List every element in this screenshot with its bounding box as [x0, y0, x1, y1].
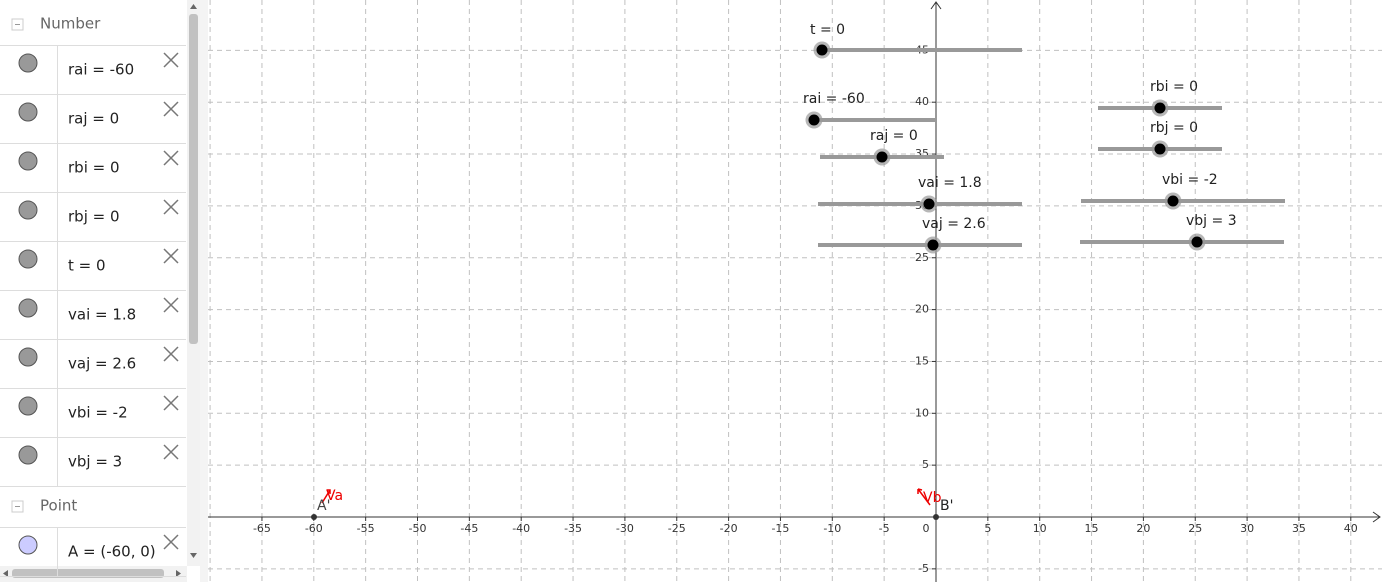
delete-button[interactable] — [163, 346, 179, 362]
x-tick-label: -50 — [409, 522, 427, 535]
collapse-button[interactable] — [11, 500, 24, 513]
x-tick-label: -5 — [879, 522, 890, 535]
delete-button[interactable] — [163, 199, 179, 215]
slider-label: vai = 1.8 — [918, 175, 982, 191]
algebra-item[interactable]: rai = -60 — [68, 61, 134, 79]
visibility-toggle[interactable] — [18, 396, 38, 416]
x-tick-label: -35 — [564, 522, 582, 535]
slider-label: raj = 0 — [870, 128, 918, 144]
delete-button[interactable] — [163, 248, 179, 264]
delete-button[interactable] — [163, 150, 179, 166]
x-tick-label: 15 — [1085, 522, 1099, 535]
algebra-item[interactable]: A = (-60, 0) — [68, 543, 156, 561]
x-tick-label: 30 — [1240, 522, 1254, 535]
x-tick-label: -40 — [512, 522, 530, 535]
delete-button[interactable] — [163, 444, 179, 460]
group-title[interactable]: Number — [40, 15, 101, 33]
point[interactable] — [311, 514, 317, 520]
delete-button[interactable] — [163, 534, 179, 550]
x-tick-label: 40 — [1344, 522, 1358, 535]
visibility-toggle[interactable] — [18, 535, 38, 555]
y-tick-label: 20 — [915, 303, 929, 316]
delete-button[interactable] — [163, 297, 179, 313]
x-tick-label: -45 — [460, 522, 478, 535]
x-tick-label: -60 — [305, 522, 323, 535]
y-tick-label: -5 — [918, 562, 929, 575]
h-scroll-thumb[interactable] — [12, 569, 164, 578]
visibility-toggle[interactable] — [18, 298, 38, 318]
vector-label: Vb — [923, 490, 942, 506]
y-axis-arrow — [930, 1, 942, 10]
delete-button[interactable] — [163, 395, 179, 411]
visibility-toggle[interactable] — [18, 53, 38, 73]
vector-label: Va — [326, 488, 343, 504]
algebra-item[interactable]: rbi = 0 — [68, 159, 120, 177]
slider-knob[interactable] — [927, 239, 939, 251]
x-tick-label: 25 — [1188, 522, 1202, 535]
point-label: B' — [940, 498, 953, 514]
x-tick-label: 5 — [984, 522, 991, 535]
x-tick-label: -25 — [668, 522, 686, 535]
x-tick-label: -20 — [720, 522, 738, 535]
slider-label: rbi = 0 — [1150, 79, 1198, 95]
algebra-item[interactable]: t = 0 — [68, 257, 106, 275]
x-tick-label: 0 — [923, 522, 930, 535]
slider-label: rai = -60 — [803, 91, 865, 107]
divider — [200, 0, 208, 582]
slider-knob[interactable] — [1154, 143, 1166, 155]
x-tick-label: 35 — [1292, 522, 1306, 535]
x-axis-arrow — [1372, 511, 1381, 523]
x-tick-label: -55 — [357, 522, 375, 535]
y-tick-label: 25 — [915, 251, 929, 264]
x-tick-label: -30 — [616, 522, 634, 535]
algebra-item[interactable]: raj = 0 — [68, 110, 119, 128]
slider-label: vbj = 3 — [1186, 213, 1237, 229]
delete-button[interactable] — [163, 101, 179, 117]
visibility-toggle[interactable] — [18, 445, 38, 465]
y-tick-label: 15 — [915, 354, 929, 367]
slider-knob[interactable] — [808, 114, 820, 126]
y-tick-label: 5 — [922, 458, 929, 471]
visibility-toggle[interactable] — [18, 102, 38, 122]
algebra-item[interactable]: vbj = 3 — [68, 453, 122, 471]
x-tick-label: -10 — [823, 522, 841, 535]
algebra-item[interactable]: vai = 1.8 — [68, 306, 136, 324]
visibility-toggle[interactable] — [18, 200, 38, 220]
vector[interactable] — [321, 489, 331, 504]
y-tick-label: 40 — [915, 95, 929, 108]
x-tick-label: 10 — [1033, 522, 1047, 535]
slider-knob[interactable] — [1191, 236, 1203, 248]
delete-button[interactable] — [163, 52, 179, 68]
visibility-toggle[interactable] — [18, 347, 38, 367]
x-tick-label: -15 — [771, 522, 789, 535]
visibility-toggle[interactable] — [18, 151, 38, 171]
algebra-item[interactable]: rbj = 0 — [68, 208, 120, 226]
algebra-item[interactable]: vbi = -2 — [68, 404, 128, 422]
slider-knob[interactable] — [876, 151, 888, 163]
x-tick-label: 20 — [1136, 522, 1150, 535]
slider-knob[interactable] — [816, 44, 828, 56]
y-tick-label: 10 — [915, 406, 929, 419]
slider-knob[interactable] — [923, 198, 935, 210]
vector[interactable] — [917, 488, 931, 506]
slider-knob[interactable] — [1167, 195, 1179, 207]
slider-label: vbi = -2 — [1162, 172, 1218, 188]
slider-label: vaj = 2.6 — [922, 216, 986, 232]
collapse-button[interactable] — [11, 18, 24, 31]
v-scroll-thumb[interactable] — [189, 14, 198, 344]
slider-label: t = 0 — [810, 22, 845, 38]
group-title[interactable]: Point — [40, 497, 77, 515]
slider-label: rbj = 0 — [1150, 120, 1198, 136]
point-label: A' — [317, 498, 330, 514]
x-tick-label: -65 — [253, 522, 271, 535]
point[interactable] — [933, 514, 939, 520]
visibility-toggle[interactable] — [18, 249, 38, 269]
slider-knob[interactable] — [1154, 102, 1166, 114]
algebra-item[interactable]: vaj = 2.6 — [68, 355, 136, 373]
